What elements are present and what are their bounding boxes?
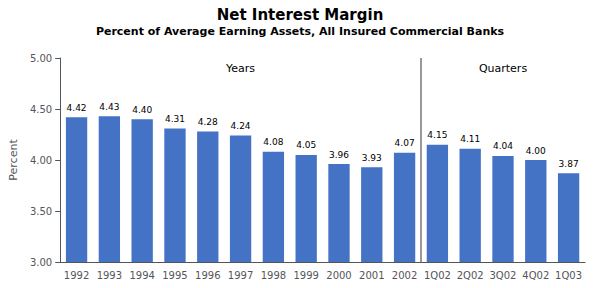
svg-text:2000: 2000 (326, 270, 351, 281)
svg-text:1992: 1992 (64, 270, 89, 281)
svg-text:3.00: 3.00 (30, 257, 52, 268)
svg-text:1998: 1998 (261, 270, 286, 281)
svg-text:4.07: 4.07 (395, 138, 415, 148)
svg-text:4.11: 4.11 (460, 134, 480, 144)
svg-text:5.00: 5.00 (30, 53, 52, 64)
svg-text:Years: Years (225, 62, 255, 75)
svg-text:4.04: 4.04 (493, 141, 513, 151)
svg-text:3.96: 3.96 (329, 150, 349, 160)
svg-text:4Q02: 4Q02 (522, 270, 549, 281)
svg-text:1Q03: 1Q03 (555, 270, 582, 281)
svg-text:4.15: 4.15 (427, 130, 447, 140)
svg-text:1994: 1994 (129, 270, 154, 281)
svg-text:1996: 1996 (195, 270, 220, 281)
svg-text:4.00: 4.00 (526, 146, 546, 156)
svg-text:4.28: 4.28 (198, 117, 218, 127)
svg-text:1999: 1999 (293, 270, 318, 281)
svg-text:4.40: 4.40 (132, 105, 152, 115)
svg-text:Quarters: Quarters (479, 62, 527, 75)
svg-text:1997: 1997 (228, 270, 253, 281)
svg-text:1995: 1995 (162, 270, 187, 281)
svg-text:4.00: 4.00 (30, 155, 52, 166)
svg-text:4.50: 4.50 (30, 104, 52, 115)
svg-text:4.42: 4.42 (67, 103, 87, 113)
svg-text:Percent: Percent (7, 139, 20, 181)
svg-text:4.31: 4.31 (165, 114, 185, 124)
svg-text:4.24: 4.24 (231, 121, 251, 131)
svg-text:2Q02: 2Q02 (457, 270, 484, 281)
svg-text:4.08: 4.08 (263, 137, 283, 147)
svg-text:Percent of Average Earning Ass: Percent of Average Earning Assets, All I… (96, 25, 505, 38)
svg-text:4.43: 4.43 (99, 102, 119, 112)
svg-text:1993: 1993 (97, 270, 122, 281)
svg-text:4.05: 4.05 (296, 140, 316, 150)
svg-text:Net Interest Margin: Net Interest Margin (217, 6, 384, 24)
svg-text:3.93: 3.93 (362, 153, 382, 163)
svg-text:1Q02: 1Q02 (424, 270, 451, 281)
svg-text:3Q02: 3Q02 (490, 270, 517, 281)
svg-text:3.87: 3.87 (559, 159, 579, 169)
svg-text:2002: 2002 (392, 270, 417, 281)
svg-text:2001: 2001 (359, 270, 384, 281)
svg-text:3.50: 3.50 (30, 206, 52, 217)
